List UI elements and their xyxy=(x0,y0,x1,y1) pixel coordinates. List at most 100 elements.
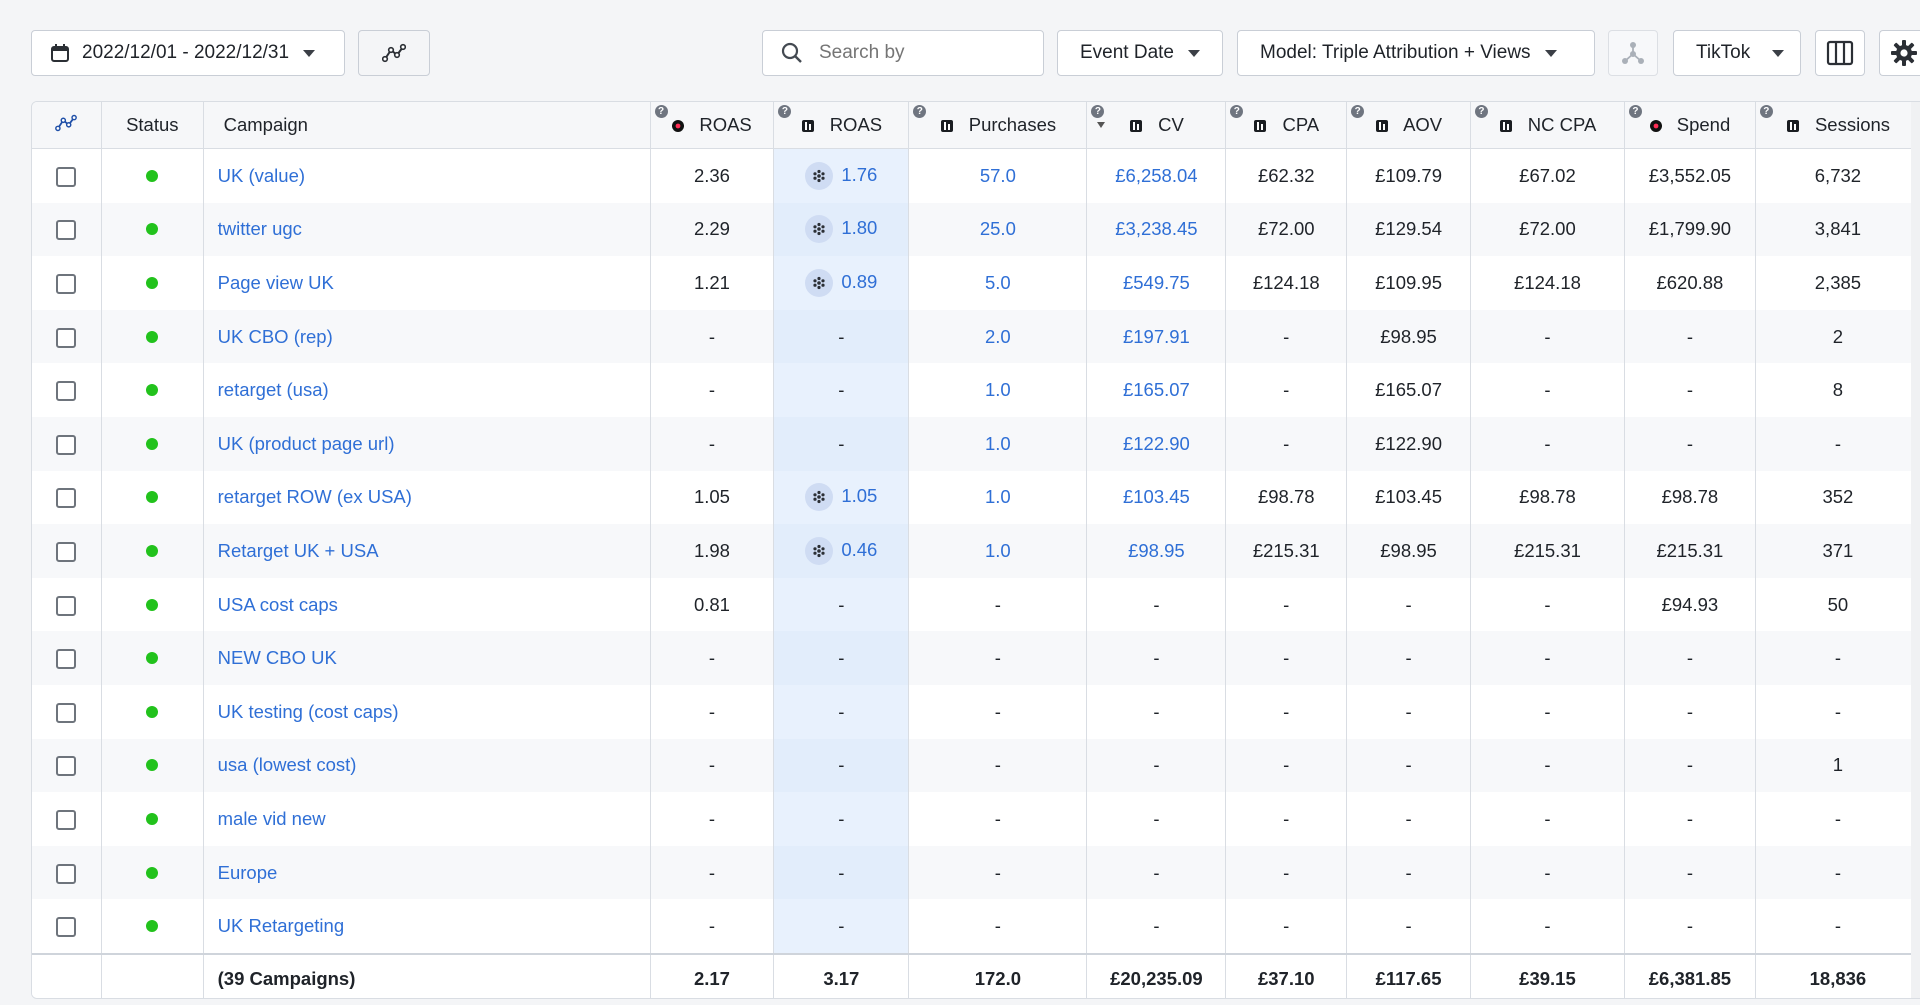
row-checkbox[interactable] xyxy=(56,381,77,402)
cv-value[interactable]: £549.75 xyxy=(1122,271,1190,293)
header-spend[interactable]: ? Spend xyxy=(1624,102,1756,149)
cv-value[interactable]: £165.07 xyxy=(1122,379,1190,401)
row-checkbox[interactable] xyxy=(56,702,77,723)
help-icon[interactable]: ? xyxy=(778,105,792,118)
date-range-picker[interactable]: 2022/12/01 - 2022/12/31 xyxy=(31,30,345,76)
campaign-link[interactable]: retarget ROW (ex USA) xyxy=(217,486,412,508)
campaign-link[interactable]: Page view UK xyxy=(217,271,334,293)
row-checkbox[interactable] xyxy=(56,274,77,295)
pixel-attribution-badge[interactable] xyxy=(805,215,834,244)
chart-toggle-button[interactable] xyxy=(358,30,430,76)
purchases-value[interactable]: 1.0 xyxy=(985,539,1011,561)
attribution-model-dropdown[interactable]: Model: Triple Attribution + Views xyxy=(1237,30,1595,76)
purchases-value[interactable]: 1.0 xyxy=(985,379,1011,401)
table-row[interactable]: USA cost caps 0.81- - - - - - £94.93 50 xyxy=(32,577,1920,632)
table-row[interactable]: male vid new - - - - - - - - - xyxy=(32,792,1920,846)
header-chart-toggle[interactable] xyxy=(32,102,102,149)
help-icon[interactable]: ? xyxy=(913,105,927,118)
pixel-attribution-badge[interactable] xyxy=(805,483,834,512)
row-checkbox[interactable] xyxy=(56,863,77,884)
header-campaign[interactable]: Campaign xyxy=(203,102,651,149)
row-checkbox[interactable] xyxy=(56,595,77,616)
settings-button[interactable] xyxy=(1879,30,1920,76)
campaign-link[interactable]: UK CBO (rep) xyxy=(217,325,333,347)
roas-pixel-cell[interactable]: 1.80 xyxy=(773,202,910,257)
header-cpa[interactable]: ? CPA xyxy=(1225,102,1348,149)
row-checkbox[interactable] xyxy=(56,166,77,187)
cv-value[interactable]: £98.95 xyxy=(1128,539,1185,561)
search-input[interactable] xyxy=(817,41,1021,65)
header-sessions[interactable]: ? Sessions xyxy=(1755,102,1920,149)
help-icon[interactable]: ? xyxy=(1091,105,1105,118)
table-row[interactable]: UK (product page url) - -1.0 £122.90- £122.9… xyxy=(32,416,1920,471)
channel-dropdown[interactable]: TikTok xyxy=(1673,30,1801,76)
cv-value[interactable]: £197.91 xyxy=(1122,325,1190,347)
header-status[interactable]: Status xyxy=(101,102,204,149)
cv-value[interactable]: £103.45 xyxy=(1122,486,1190,508)
campaign-link[interactable]: UK (product page url) xyxy=(217,432,395,454)
event-date-dropdown[interactable]: Event Date xyxy=(1057,30,1223,76)
row-checkbox[interactable] xyxy=(56,434,77,455)
table-row[interactable]: retarget ROW (ex USA) 1.05 1.05 1.0 £103.45 £… xyxy=(32,470,1920,525)
campaign-link[interactable]: UK (value) xyxy=(217,164,306,186)
cv-value[interactable]: £122.90 xyxy=(1122,432,1190,454)
help-icon[interactable]: ? xyxy=(1759,105,1773,118)
row-checkbox[interactable] xyxy=(56,649,77,670)
campaign-link[interactable]: Europe xyxy=(217,861,278,883)
table-row[interactable]: UK CBO (rep) - -2.0 £197.91- £98.95- -2 xyxy=(32,309,1920,364)
table-row[interactable]: usa (lowest cost) - - - - - - - -1 xyxy=(32,738,1920,793)
help-icon[interactable]: ? xyxy=(1474,105,1488,118)
table-row[interactable]: UK (value) 2.36 1.76 57.0 £6,258.04 £62.32 £10… xyxy=(32,148,1920,203)
campaign-link[interactable]: usa (lowest cost) xyxy=(217,754,357,776)
cv-value[interactable]: £3,238.45 xyxy=(1115,218,1198,240)
roas-pixel-cell[interactable]: 0.89 xyxy=(773,256,910,310)
campaign-link[interactable]: UK testing (cost caps) xyxy=(217,700,399,722)
table-row[interactable]: retarget (usa) - -1.0 £165.07- £165.07- -8 xyxy=(32,363,1920,417)
header-roas[interactable]: ? ROAS xyxy=(650,102,775,149)
header-roas-pixel[interactable]: ? ROAS xyxy=(773,102,910,149)
help-icon[interactable]: ? xyxy=(1351,105,1365,118)
pixel-attribution-badge[interactable] xyxy=(805,161,834,190)
purchases-value[interactable]: 57.0 xyxy=(979,164,1016,186)
header-aov[interactable]: ? AOV xyxy=(1346,102,1471,149)
help-icon[interactable]: ? xyxy=(654,105,668,118)
campaign-link[interactable]: male vid new xyxy=(217,807,326,829)
table-row[interactable]: UK Retargeting - - - - - - - - - xyxy=(32,899,1920,954)
row-checkbox[interactable] xyxy=(56,488,77,509)
table-row[interactable]: twitter ugc 2.29 1.80 25.0 £3,238.45 £72.00 £1… xyxy=(32,202,1920,257)
table-row[interactable]: Page view UK 1.21 0.89 5.0 £549.75 £124.18 £10… xyxy=(32,256,1920,310)
header-nc-cpa[interactable]: ? NC CPA xyxy=(1470,102,1625,149)
campaign-link[interactable]: retarget (usa) xyxy=(217,379,329,401)
purchases-value[interactable]: 1.0 xyxy=(985,432,1011,454)
roas-pixel-cell[interactable]: 1.05 xyxy=(773,470,910,525)
columns-button[interactable] xyxy=(1815,30,1865,76)
campaign-link[interactable]: UK Retargeting xyxy=(217,915,345,937)
campaign-link[interactable]: Retarget UK + USA xyxy=(217,539,379,561)
vertical-scrollbar[interactable] xyxy=(1911,102,1920,998)
pixel-attribution-badge[interactable] xyxy=(805,268,834,297)
header-purchases[interactable]: ? Purchases xyxy=(908,102,1088,149)
pixel-attribution-badge[interactable] xyxy=(805,536,834,565)
row-checkbox[interactable] xyxy=(56,327,77,348)
header-cv[interactable]: ? CV xyxy=(1086,102,1227,149)
help-icon[interactable]: ? xyxy=(1230,105,1244,118)
attribution-graph-button[interactable] xyxy=(1608,30,1658,76)
campaign-link[interactable]: USA cost caps xyxy=(217,593,338,615)
table-row[interactable]: NEW CBO UK - - - - - - - - - xyxy=(32,631,1920,685)
table-row[interactable]: UK testing (cost caps) - - - - - - - - - xyxy=(32,684,1920,739)
cv-value[interactable]: £6,258.04 xyxy=(1115,164,1198,186)
help-icon[interactable]: ? xyxy=(1628,105,1642,118)
row-checkbox[interactable] xyxy=(56,220,77,241)
purchases-value[interactable]: 25.0 xyxy=(979,218,1016,240)
row-checkbox[interactable] xyxy=(56,542,77,562)
roas-pixel-cell[interactable]: 1.76 xyxy=(773,148,910,203)
row-checkbox[interactable] xyxy=(56,917,77,938)
roas-pixel-cell[interactable]: 0.46 xyxy=(773,524,910,578)
campaign-link[interactable]: NEW CBO UK xyxy=(217,647,337,669)
purchases-value[interactable]: 1.0 xyxy=(985,486,1011,508)
campaign-link[interactable]: twitter ugc xyxy=(217,218,302,240)
row-checkbox[interactable] xyxy=(56,756,77,777)
table-row[interactable]: Europe - - - - - - - - - xyxy=(32,845,1920,900)
purchases-value[interactable]: 2.0 xyxy=(985,325,1011,347)
purchases-value[interactable]: 5.0 xyxy=(985,271,1011,293)
